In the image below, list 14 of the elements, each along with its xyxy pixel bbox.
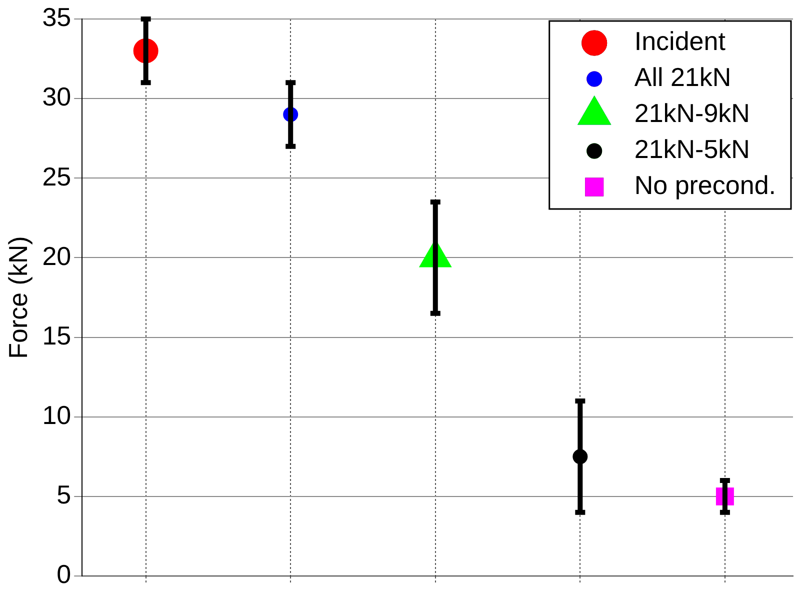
y-tick-label: 30 [42,82,72,112]
legend-label: All 21kN [634,62,732,92]
y-tick-label: 5 [56,480,72,510]
y-tick-label: 0 [56,559,72,590]
legend-label: Incident [634,26,726,56]
y-tick-label: 20 [42,240,72,271]
legend-label: 21kN-5kN [634,134,750,164]
y-axis-title: Force (kN) [2,236,33,359]
y-tick-label: 15 [42,320,72,350]
legend-label: 21kN-9kN [634,98,750,128]
y-tick-label: 25 [42,161,72,192]
y-tick-label: 35 [42,2,72,32]
y-tick-label: 10 [42,400,72,430]
legend-label: No precond. [634,170,776,200]
